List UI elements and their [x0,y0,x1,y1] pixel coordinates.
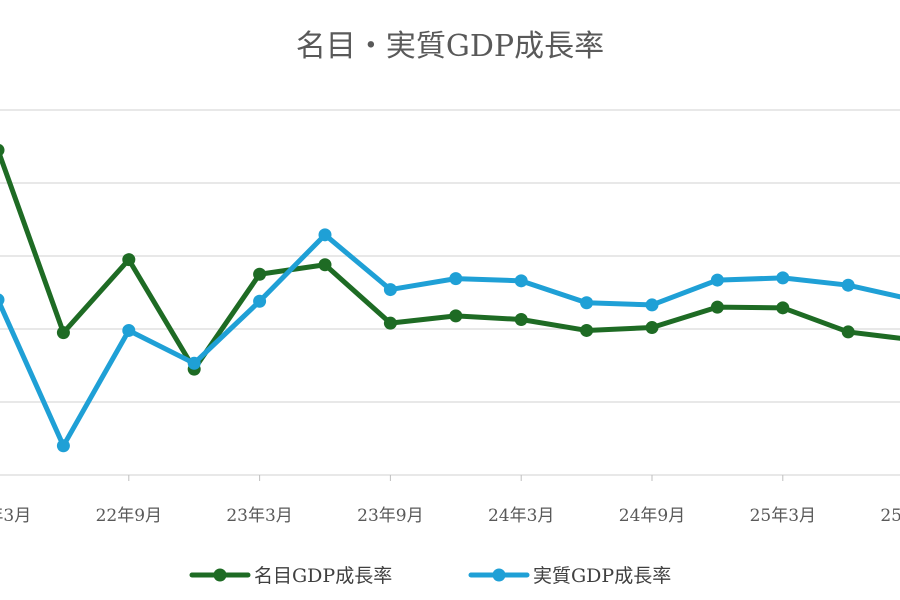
data-point [56,326,70,340]
x-tick-label: 22年3月 [0,506,31,526]
data-point [122,323,136,337]
data-point [253,294,267,308]
x-tick-label: 23年3月 [226,506,292,526]
series-nominal [0,143,900,376]
series-real [0,228,900,453]
legend-label: 名目GDP成長率 [254,565,392,587]
x-axis-ticks: 22年3月 22年9月 23年3月 23年9月 24年3月 24年9月 25年3月 25年9月 [0,475,900,526]
data-point [514,274,528,288]
data-point [580,296,594,310]
legend-marker-icon [492,568,506,582]
data-point [187,356,201,370]
data-point [580,323,594,337]
data-point [383,283,397,297]
data-point [645,321,659,335]
x-tick-label: 25年9月 [880,506,900,526]
data-point [122,253,136,267]
legend-item: 名目GDP成長率 [189,565,392,587]
data-point [383,316,397,330]
series-lines [0,143,900,453]
data-point [710,300,724,314]
legend-marker-icon [213,568,227,582]
data-point [776,301,790,315]
data-point [776,271,790,285]
data-point [449,309,463,323]
legend: 名目GDP成長率 実質GDP成長率 [189,565,671,587]
legend-item: 実質GDP成長率 [468,565,671,587]
data-point [841,325,855,339]
data-point [253,267,267,281]
grid-lines [0,109,900,476]
x-tick-label: 25年3月 [750,506,816,526]
data-point [449,272,463,286]
x-tick-label: 23年9月 [357,506,423,526]
data-point [56,439,70,453]
x-tick-label: 22年9月 [96,506,162,526]
data-point [0,293,5,306]
data-point [0,143,5,157]
legend-label: 実質GDP成長率 [533,565,671,587]
data-point [318,228,332,242]
data-point [645,298,659,312]
x-tick-label: 24年3月 [488,506,554,526]
data-point [318,258,332,272]
chart-title: 名目・実質GDP成長率 [296,29,604,64]
data-point [841,278,855,292]
x-tick-label: 24年9月 [619,506,685,526]
data-point [710,273,724,287]
data-point [514,313,528,327]
